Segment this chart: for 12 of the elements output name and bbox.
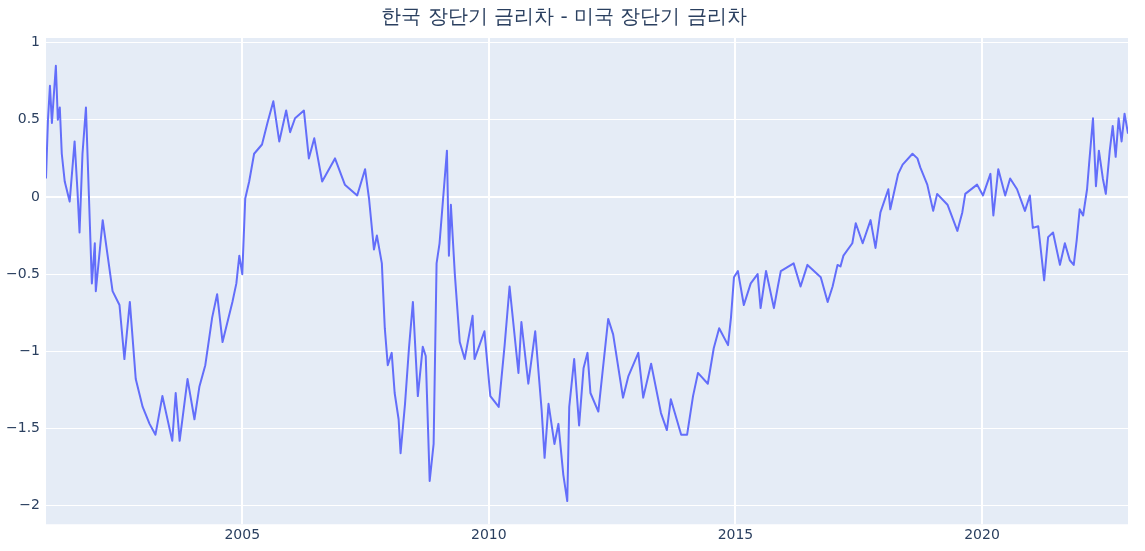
y-tick-label: −2 [19,496,40,513]
y-tick-label: −0.5 [6,264,40,281]
chart-title: 한국 장단기 금리차 - 미국 장단기 금리차 [381,4,747,29]
y-tick-label: 0 [31,187,40,204]
y-tick-label: −1 [19,341,40,358]
y-tick-label: −1.5 [6,419,40,436]
x-tick-label: 2020 [964,526,1000,543]
x-tick-label: 2005 [224,526,261,543]
y-tick-label: 0.5 [17,110,40,127]
x-tick-label: 2015 [717,526,754,543]
x-tick-label: 2010 [471,526,507,543]
y-tick-label: 1 [31,33,40,50]
